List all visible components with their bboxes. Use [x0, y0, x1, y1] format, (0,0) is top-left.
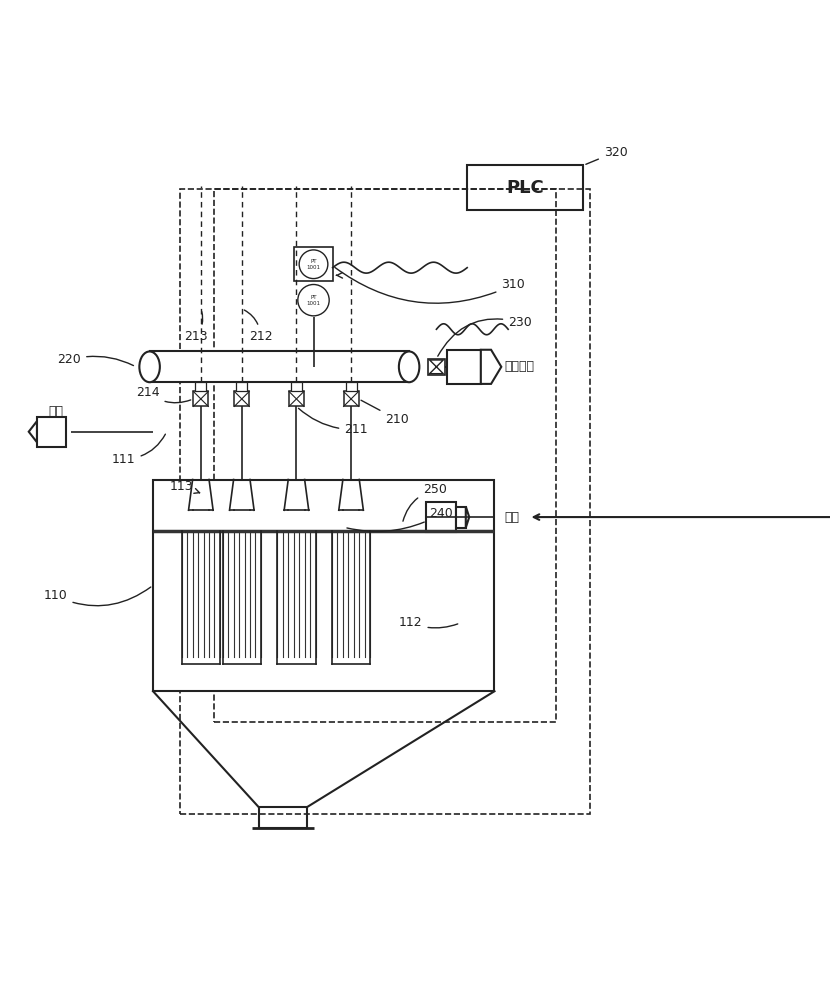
Bar — [153, 480, 495, 691]
Text: 210: 210 — [361, 400, 409, 426]
Text: PT
1001: PT 1001 — [306, 295, 320, 306]
Text: 原气: 原气 — [48, 405, 63, 418]
Bar — [214, 189, 556, 722]
Text: 310: 310 — [334, 267, 525, 303]
Text: 211: 211 — [299, 408, 368, 436]
Bar — [447, 350, 481, 384]
Text: 111: 111 — [112, 434, 165, 466]
Text: 240: 240 — [347, 507, 453, 531]
Text: 320: 320 — [586, 146, 627, 164]
Circle shape — [298, 284, 330, 316]
Polygon shape — [466, 507, 469, 528]
Bar — [234, 391, 249, 406]
Text: 112: 112 — [399, 616, 457, 629]
Text: 212: 212 — [244, 310, 272, 343]
Bar — [295, 247, 333, 281]
Text: PLC: PLC — [506, 179, 544, 197]
Text: 反吹气体: 反吹气体 — [505, 360, 535, 373]
Text: PT
1001: PT 1001 — [306, 259, 320, 270]
Bar — [149, 351, 409, 382]
Bar — [289, 391, 304, 406]
Bar — [291, 382, 302, 391]
Bar — [426, 502, 456, 532]
Bar — [193, 391, 208, 406]
Ellipse shape — [139, 351, 160, 382]
Bar — [237, 382, 247, 391]
FancyArrow shape — [481, 350, 501, 384]
Text: 220: 220 — [57, 353, 134, 366]
Text: 213: 213 — [183, 311, 208, 343]
Bar — [195, 382, 207, 391]
Text: 214: 214 — [136, 386, 191, 403]
Bar — [428, 359, 445, 375]
Bar — [344, 391, 359, 406]
Text: 110: 110 — [44, 587, 151, 606]
Text: 净气: 净气 — [505, 511, 520, 524]
Ellipse shape — [399, 351, 419, 382]
Bar — [467, 165, 583, 210]
Text: 230: 230 — [437, 316, 532, 356]
Bar — [456, 507, 466, 528]
Bar — [345, 382, 357, 391]
Circle shape — [299, 250, 328, 279]
Text: 250: 250 — [403, 483, 447, 521]
Text: 113: 113 — [170, 480, 200, 493]
Polygon shape — [29, 421, 37, 442]
Bar — [37, 417, 66, 447]
Bar — [180, 189, 590, 814]
